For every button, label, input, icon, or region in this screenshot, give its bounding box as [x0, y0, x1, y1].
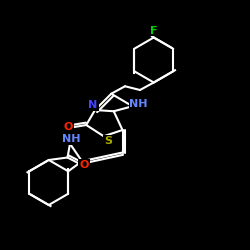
- Text: O: O: [79, 160, 89, 170]
- Text: O: O: [64, 122, 73, 132]
- Text: NH: NH: [130, 99, 148, 109]
- Text: S: S: [104, 136, 112, 146]
- Text: NH: NH: [62, 134, 80, 144]
- Text: N: N: [88, 100, 98, 110]
- Text: F: F: [150, 26, 158, 36]
